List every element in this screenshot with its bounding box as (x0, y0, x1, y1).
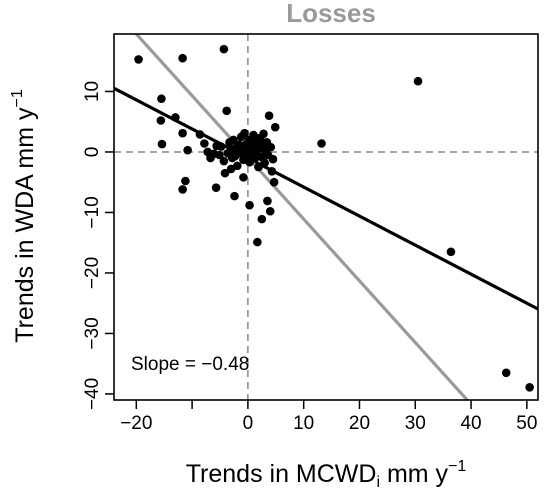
data-point (211, 183, 221, 192)
x-axis-title: Trends in MCWDi mm y−1 (186, 458, 467, 491)
data-point (226, 164, 236, 174)
x-axis: −20 0 10 20 30 40 50 (120, 400, 537, 434)
x-tick-label: 10 (293, 413, 314, 434)
x-tick-label: 20 (349, 413, 370, 434)
y-tick-label: −30 (82, 317, 103, 349)
data-point (254, 162, 263, 172)
data-point (253, 237, 262, 247)
data-point (240, 128, 249, 138)
data-point (525, 382, 534, 392)
data-point (157, 139, 167, 149)
x-axis-title-main: Trends in MCWD (186, 460, 377, 488)
y-tick-label: −40 (82, 378, 103, 410)
regression-line (114, 86, 538, 311)
data-point (270, 122, 280, 132)
data-point (257, 214, 267, 224)
data-point (245, 200, 254, 210)
y-axis-title-superscript: −1 (9, 89, 26, 107)
data-point (178, 53, 187, 63)
x-axis-title-units: mm y (380, 460, 449, 488)
data-point (446, 247, 456, 257)
data-point (178, 185, 187, 194)
data-point (216, 142, 226, 151)
y-axis: −40 −30 −20 −10 0 10 (82, 81, 114, 410)
data-point (219, 44, 229, 54)
chart-title: Losses (286, 0, 376, 28)
data-point (181, 176, 190, 186)
data-point (260, 158, 269, 168)
data-point (268, 154, 278, 164)
data-point (230, 191, 239, 201)
data-points (134, 44, 534, 392)
data-point (265, 206, 275, 216)
y-tick-label: −20 (82, 257, 103, 289)
data-point (239, 173, 248, 182)
data-point (195, 130, 205, 139)
data-point (269, 177, 279, 187)
x-tick-label: 30 (405, 413, 426, 434)
data-point (220, 168, 230, 178)
x-tick-label: 0 (243, 413, 254, 434)
x-axis-title-superscript: −1 (448, 458, 466, 475)
data-point (219, 156, 229, 166)
data-point (178, 128, 187, 138)
data-point (171, 113, 180, 122)
data-point (156, 116, 166, 125)
x-tick-label: −20 (120, 413, 152, 434)
reference-lines (114, 34, 538, 400)
data-point (215, 150, 224, 160)
x-tick-label: 50 (516, 413, 537, 434)
data-point (222, 106, 231, 116)
data-point (183, 145, 192, 155)
data-point (267, 167, 277, 176)
x-tick-label: 40 (460, 413, 481, 434)
y-axis-title: Trends in WDA mm y−1 (9, 89, 39, 343)
x-axis-title-subscript: i (376, 474, 380, 491)
data-point (200, 139, 209, 148)
data-point (317, 139, 326, 148)
y-tick-label: 10 (82, 81, 103, 102)
y-axis-title-main: Trends in WDA mm y (11, 107, 39, 343)
fit-lines (114, 34, 538, 400)
data-point (134, 55, 143, 64)
plot-frame (113, 33, 539, 401)
data-point (413, 76, 423, 86)
y-tick-label: 0 (82, 147, 103, 158)
data-point (264, 111, 274, 120)
data-point (229, 135, 238, 145)
data-point (266, 142, 276, 152)
data-point (263, 196, 272, 206)
reference-fit-line (134, 34, 470, 400)
data-point (501, 368, 511, 378)
data-point (157, 94, 166, 104)
data-point (259, 129, 268, 139)
y-tick-label: −10 (82, 196, 103, 228)
slope-annotation: Slope = −0.48 (131, 354, 249, 375)
